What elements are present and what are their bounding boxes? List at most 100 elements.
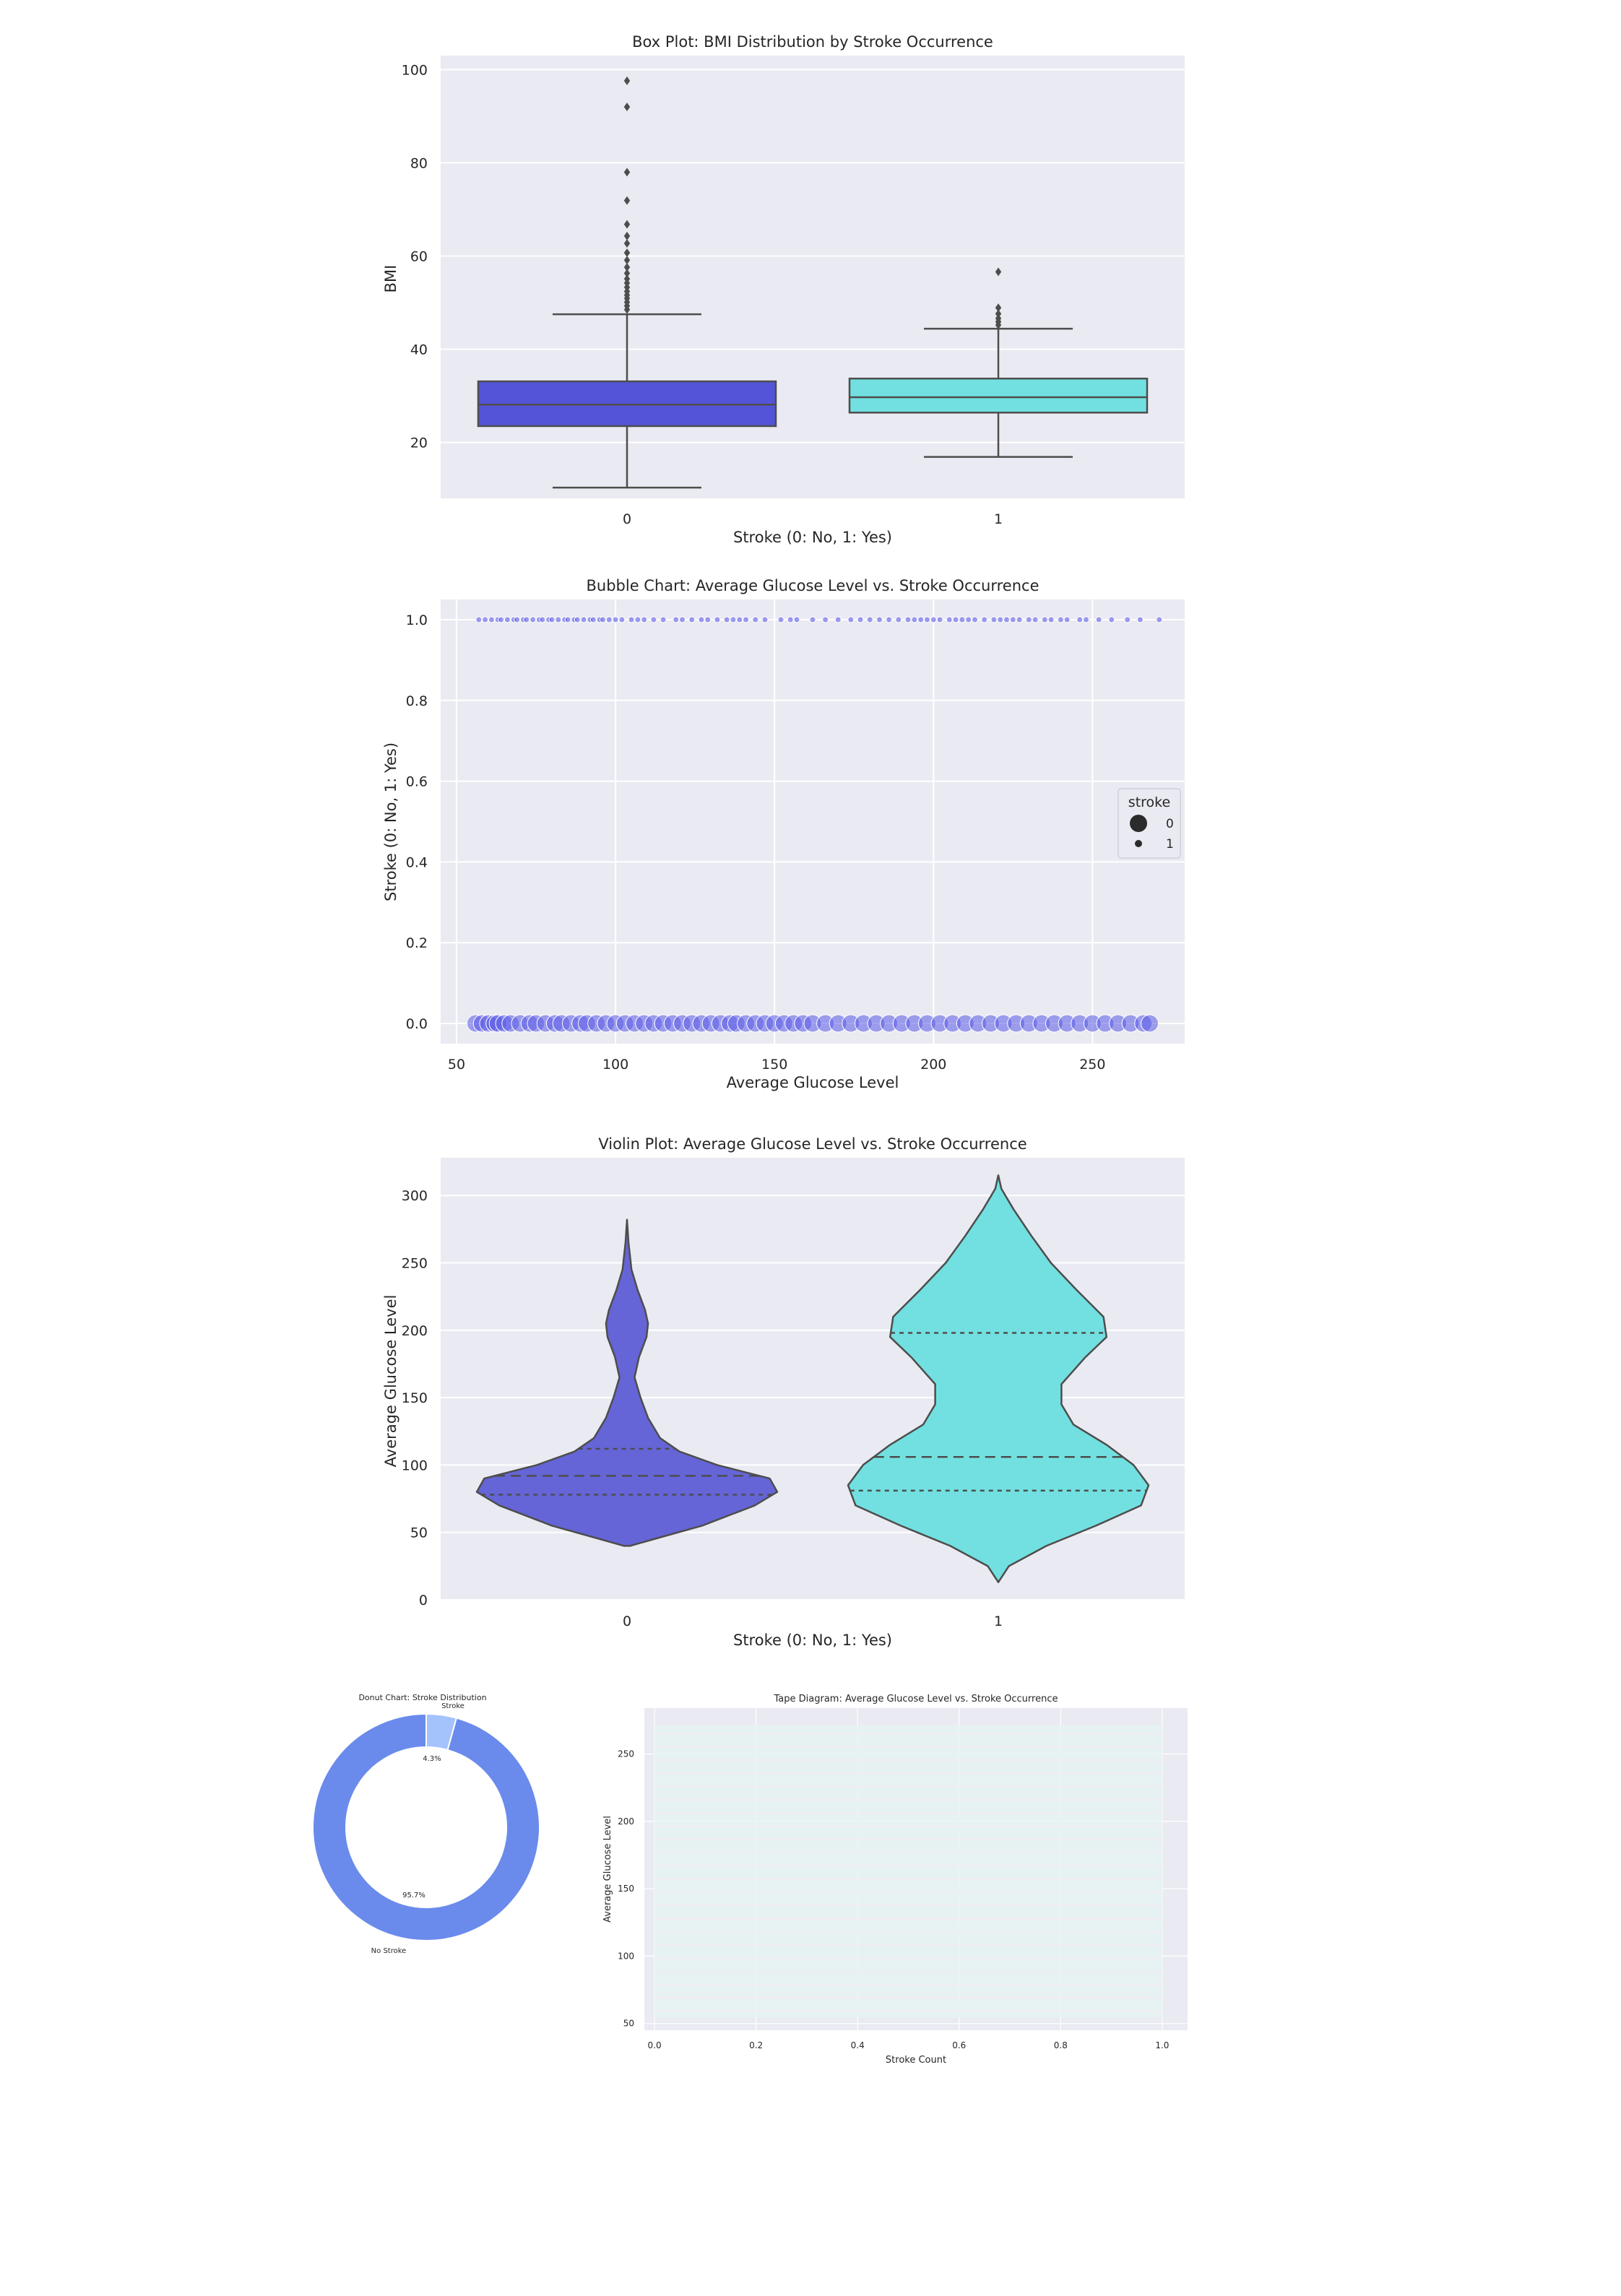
tape-bar (654, 1970, 1162, 1972)
tape-bar (654, 1949, 1162, 1951)
legend-marker-large (1130, 815, 1147, 832)
bubble-point (787, 616, 794, 623)
tape-bar (654, 1983, 1162, 1986)
y-tick-label: 1.0 (406, 612, 428, 628)
tape-bar (654, 1850, 1162, 1852)
tape-bar (654, 1793, 1162, 1795)
tape-bar (654, 1938, 1162, 1941)
tape-bar (654, 1817, 1162, 1820)
x-tick-label: 0 (623, 1613, 631, 1629)
bubble-chart-x-tick-labels: 50 100 150 200 250 (448, 1057, 1106, 1073)
bubble-point (1032, 616, 1039, 623)
tape-bar (654, 1902, 1162, 1905)
bubble-point (673, 616, 680, 623)
x-tick-label: 0.6 (952, 2040, 966, 2050)
legend-entry-0: 0 (1166, 817, 1174, 831)
tape-bar (654, 1768, 1162, 1771)
tape-bar (654, 1748, 1162, 1750)
tape-bar (654, 2012, 1162, 2014)
box-plot-x-label: Stroke (0: No, 1: Yes) (733, 529, 892, 546)
tape-bar (654, 1804, 1162, 1806)
tape-bar (654, 1729, 1162, 1731)
tape-bar (654, 1915, 1162, 1918)
bubble-point (498, 616, 505, 623)
tape-bar (654, 1998, 1162, 2001)
bubble-point (660, 616, 667, 623)
tape-bar (654, 1774, 1162, 1777)
tape-bar (654, 1853, 1162, 1855)
bubble-point (1108, 616, 1115, 623)
bubble-point (580, 616, 587, 623)
tape-bar (654, 1961, 1162, 1963)
donut-label-stroke: Stroke (441, 1702, 464, 1710)
tape-bar (654, 1866, 1162, 1869)
bubble-point (482, 616, 489, 623)
tape-bar (654, 1764, 1162, 1767)
tape-bar (654, 1887, 1162, 1889)
tape-bar (654, 1738, 1162, 1741)
x-tick-label: 1.0 (1155, 2040, 1169, 2050)
bubble-point (834, 616, 842, 623)
tape-bar (654, 1910, 1162, 1912)
tape-bar (654, 1997, 1162, 1999)
legend-frame (1118, 788, 1181, 859)
bubble-point (886, 616, 893, 623)
outlier-point (623, 239, 631, 248)
tape-bar (654, 1968, 1162, 1971)
y-tick-label: 0 (419, 1593, 428, 1608)
bubble-point (946, 616, 953, 623)
bubble-chart-points (466, 616, 1163, 1033)
x-tick-label: 0.4 (851, 2040, 865, 2050)
tape-bar (654, 1825, 1162, 1827)
tape-bar (654, 1797, 1162, 1799)
y-tick-label: 200 (618, 1816, 634, 1827)
legend-entry-1: 1 (1166, 837, 1174, 852)
violin-plot-y-label: Average Glucose Level (382, 1295, 399, 1468)
tape-bar (654, 1776, 1162, 1778)
tape-bar (654, 1783, 1162, 1786)
bubble-point (612, 616, 619, 623)
violin-plot-x-label: Stroke (0: No, 1: Yes) (733, 1632, 892, 1649)
tape-bar (654, 1977, 1162, 1980)
y-tick-label: 150 (402, 1390, 428, 1406)
bubble-chart-panel (441, 599, 1185, 1044)
tape-bar (654, 1908, 1162, 1910)
tape-bar (654, 1876, 1162, 1879)
box-iqr (477, 380, 777, 428)
tape-bar (654, 2016, 1162, 2018)
bubble-point (761, 616, 769, 623)
bubble-point (930, 616, 937, 623)
tape-bar (654, 1757, 1162, 1759)
x-tick-label: 50 (448, 1057, 465, 1073)
tape-bar (654, 1767, 1162, 1769)
bubble-point (539, 616, 546, 623)
tape-bar (654, 1976, 1162, 1978)
tape-bar (654, 1906, 1162, 1908)
x-tick-label: 250 (1079, 1057, 1105, 1073)
tape-bar (654, 1763, 1162, 1765)
y-tick-label: 100 (402, 62, 428, 78)
bubble-chart-legend: stroke 0 1 (1118, 788, 1181, 859)
tape-bar (654, 1754, 1162, 1756)
tape-bar (654, 1889, 1162, 1892)
tape-bar (654, 1942, 1162, 1944)
tape-bar (654, 1727, 1162, 1729)
legend-marker-small (1135, 840, 1142, 847)
tape-bar (654, 1778, 1162, 1780)
donut-label-no-stroke: No Stroke (371, 1947, 407, 1955)
tape-bar (654, 1857, 1162, 1859)
tape-bar (654, 1972, 1162, 1975)
tape-bar (654, 1816, 1162, 1818)
box-plot-panel (441, 56, 1185, 498)
tape-bar (654, 1834, 1162, 1837)
tape-bar (654, 2006, 1162, 2009)
tape-bar (654, 1795, 1162, 1797)
tape-bar (654, 2008, 1162, 2010)
tape-bar (654, 1919, 1162, 1922)
tape-bar (654, 1831, 1162, 1833)
tape-bar (654, 1925, 1162, 1928)
tape-bar (654, 1974, 1162, 1976)
x-tick-label: 0.2 (749, 2040, 763, 2050)
tape-bar (654, 1988, 1162, 1990)
